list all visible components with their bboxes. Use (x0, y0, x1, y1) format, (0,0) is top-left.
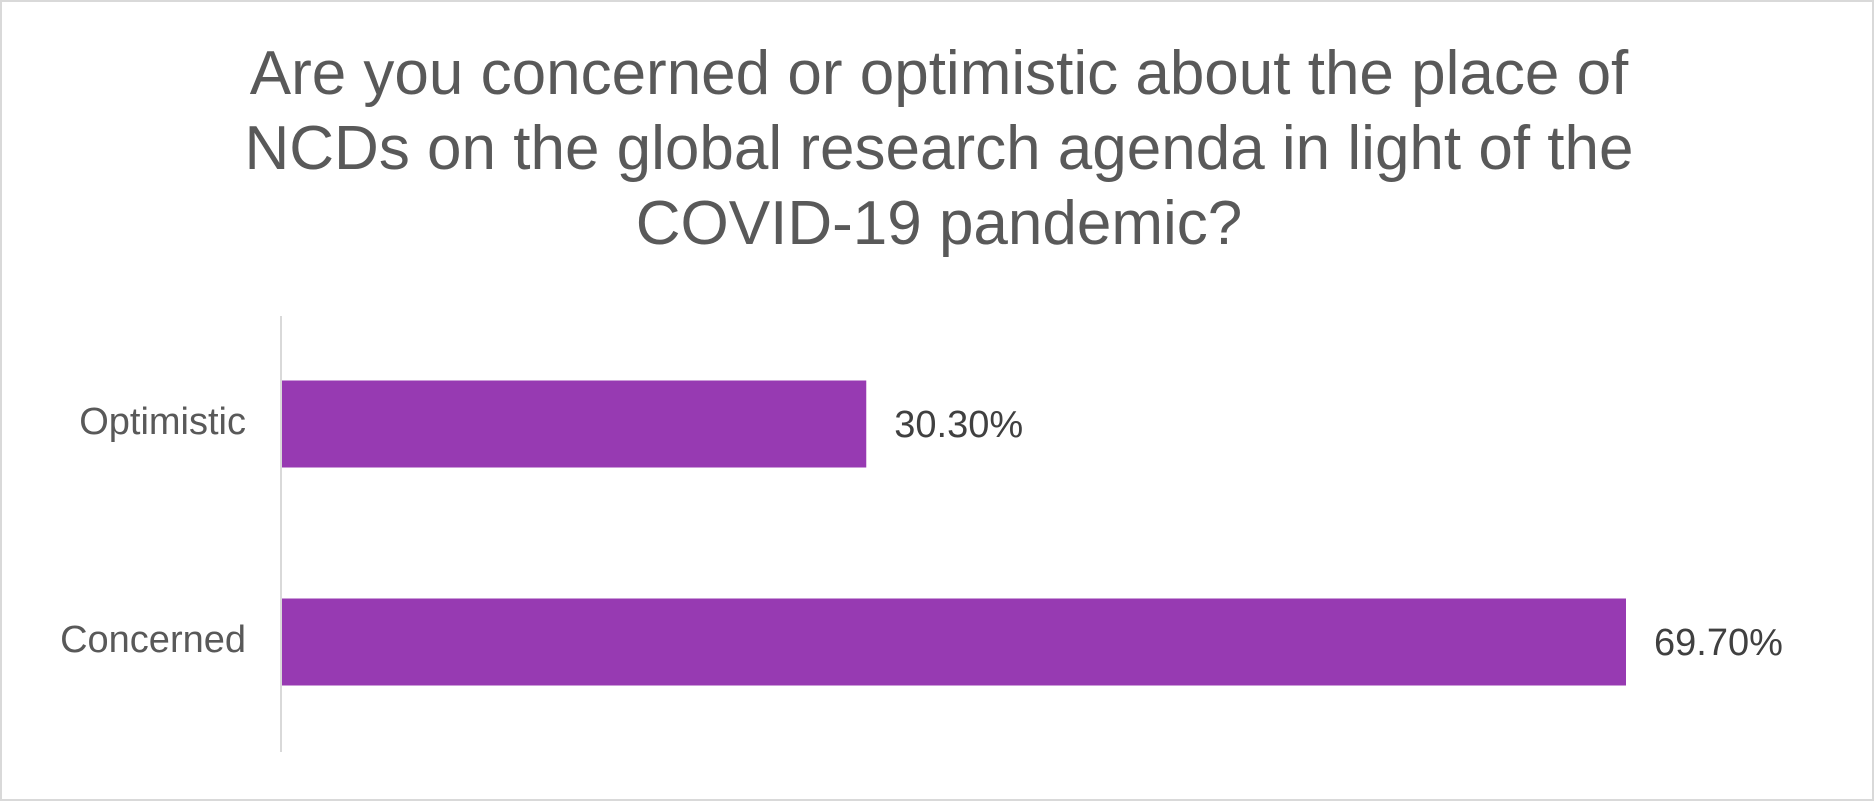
chart-title: Are you concerned or optimistic about th… (2, 36, 1874, 261)
data-label-optimistic: 30.30% (894, 404, 1023, 446)
bar-optimistic (282, 380, 867, 468)
category-label-optimistic: Optimistic (79, 401, 246, 443)
data-label-concerned: 69.70% (1654, 622, 1783, 664)
bar-concerned (282, 598, 1626, 686)
chart-title-line-3: COVID-19 pandemic? (635, 189, 1243, 258)
chart-title-line-2: NCDs on the global research agenda in li… (244, 114, 1634, 183)
chart-title-line-1: Are you concerned or optimistic about th… (249, 39, 1629, 108)
bars-layer: Optimistic 30.30% Concerned 69.70% (60, 380, 1783, 686)
category-label-concerned: Concerned (60, 619, 246, 661)
